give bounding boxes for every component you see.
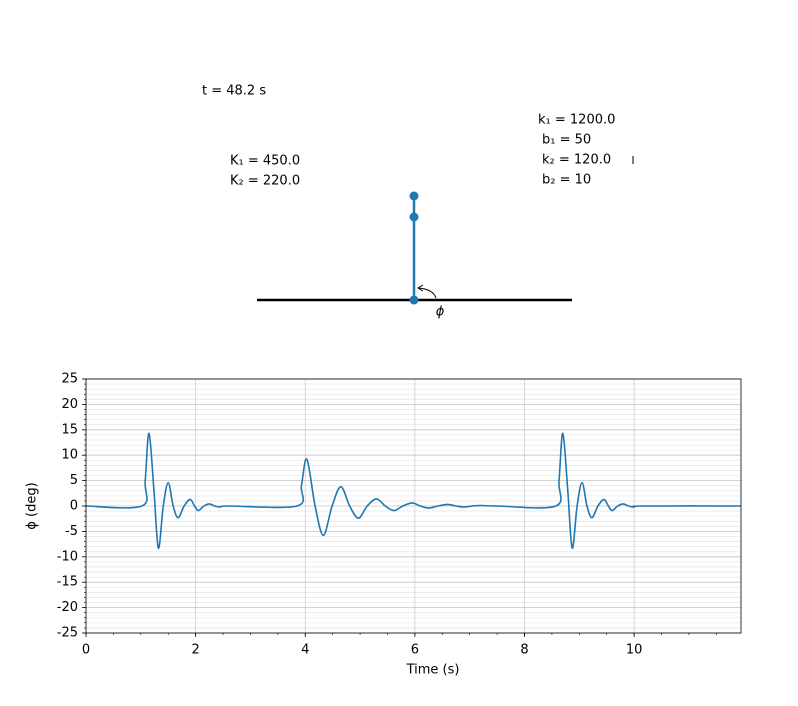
arrow-head: [417, 284, 424, 292]
x-tick-label: 10: [626, 643, 643, 658]
plot-frame: [85, 378, 742, 634]
data-line: [85, 432, 742, 549]
joint: [409, 191, 419, 201]
x-tick-label: 0: [82, 643, 90, 658]
pivot: [409, 295, 419, 305]
y-tick-label: 5: [70, 473, 78, 488]
angle-arrow: [417, 287, 437, 299]
param-label: b₁ = 50: [542, 133, 591, 148]
y-tick-label: -20: [57, 600, 78, 615]
y-tick-label: -15: [57, 575, 78, 590]
y-tick-label: 25: [61, 372, 78, 387]
angle-label: ϕ: [436, 305, 445, 320]
time-label: t = 48.2 s: [202, 84, 266, 99]
x-axis-label: Time (s): [406, 663, 460, 678]
param-label: K₁ = 450.0: [230, 154, 300, 169]
param-label: k₂ = 120.0: [542, 153, 611, 168]
y-tick-label: -5: [65, 524, 78, 539]
y-tick-label: 20: [61, 397, 78, 412]
x-tick-label: 8: [520, 643, 528, 658]
x-tick-label: 2: [191, 643, 199, 658]
param-label: K₂ = 220.0: [230, 174, 300, 189]
y-tick-label: 15: [61, 422, 78, 437]
x-tick-label: 6: [411, 643, 419, 658]
y-tick-label: 10: [61, 448, 78, 463]
y-tick-label: 0: [70, 499, 78, 514]
y-axis-label: ϕ (deg): [25, 482, 40, 529]
y-tick-label: -25: [57, 626, 78, 641]
joint: [409, 212, 419, 222]
param-label: k₁ = 1200.0: [538, 113, 615, 128]
y-tick-label: -10: [57, 549, 78, 564]
param-label: b₂ = 10: [542, 173, 591, 188]
x-tick-label: 4: [301, 643, 309, 658]
